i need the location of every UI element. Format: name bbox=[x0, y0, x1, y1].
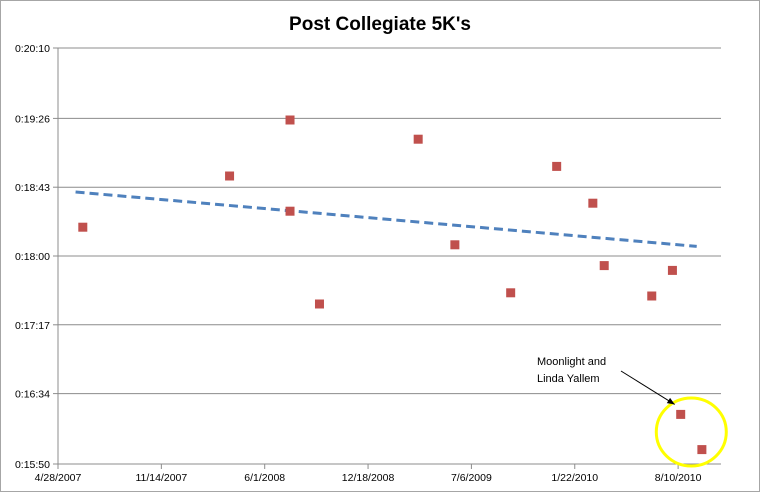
annotation-label: Linda Yallem bbox=[537, 373, 600, 385]
data-point bbox=[599, 261, 609, 271]
data-points bbox=[78, 115, 707, 455]
y-tick-label: 0:15:50 bbox=[15, 459, 50, 471]
x-tick-label: 4/28/2007 bbox=[35, 472, 82, 484]
data-point bbox=[552, 161, 562, 171]
chart-title: Post Collegiate 5K's bbox=[289, 14, 471, 35]
trendline-group bbox=[75, 190, 697, 248]
data-point bbox=[285, 115, 295, 125]
annotation-arrow bbox=[620, 370, 675, 405]
data-point bbox=[647, 291, 657, 301]
data-point bbox=[450, 240, 460, 250]
x-axis-ticks: 4/28/2007 11/14/2007 6/1/2008 12/18/2008 7/6… bbox=[35, 464, 702, 484]
data-point bbox=[506, 288, 516, 298]
x-tick-label: 8/10/2010 bbox=[655, 472, 702, 484]
y-tick-label: 0:19:26 bbox=[15, 113, 50, 125]
x-tick-label: 12/18/2008 bbox=[342, 472, 395, 484]
data-point bbox=[285, 206, 295, 216]
y-tick-label: 0:16:34 bbox=[15, 389, 50, 401]
y-tick-label: 0:18:00 bbox=[15, 251, 50, 263]
data-point bbox=[314, 299, 324, 309]
data-point bbox=[676, 409, 686, 419]
x-tick-label: 6/1/2008 bbox=[244, 472, 285, 484]
x-tick-label: 7/6/2009 bbox=[451, 472, 492, 484]
data-point bbox=[667, 265, 677, 275]
annotation-label: Moonlight and bbox=[537, 356, 606, 368]
y-tick-label: 0:18:43 bbox=[15, 182, 50, 194]
data-point bbox=[78, 222, 88, 232]
data-point bbox=[225, 171, 235, 181]
highlight-circle bbox=[654, 396, 728, 468]
data-point bbox=[697, 445, 707, 455]
data-point bbox=[413, 134, 423, 144]
annotation: Moonlight and Linda Yallem bbox=[537, 356, 728, 468]
y-axis-ticks: 0:15:50 0:16:34 0:17:17 0:18:00 0:18:43 0:19:… bbox=[15, 43, 58, 471]
arrow-head bbox=[666, 397, 675, 405]
gridlines bbox=[57, 47, 721, 465]
x-tick-label: 1/22/2010 bbox=[551, 472, 598, 484]
data-point bbox=[588, 198, 598, 208]
y-tick-label: 0:17:17 bbox=[15, 320, 50, 332]
y-tick-label: 0:20:10 bbox=[15, 43, 50, 55]
trendline bbox=[75, 190, 697, 248]
x-tick-label: 11/14/2007 bbox=[135, 472, 187, 484]
